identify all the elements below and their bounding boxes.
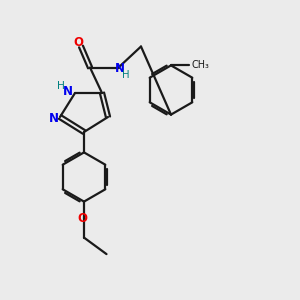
Text: O: O — [73, 35, 83, 49]
Text: H: H — [122, 70, 130, 80]
Text: H: H — [57, 81, 64, 92]
Text: O: O — [77, 212, 88, 225]
Text: N: N — [115, 62, 125, 76]
Text: N: N — [48, 112, 59, 125]
Text: CH₃: CH₃ — [191, 60, 209, 70]
Text: N: N — [62, 85, 73, 98]
